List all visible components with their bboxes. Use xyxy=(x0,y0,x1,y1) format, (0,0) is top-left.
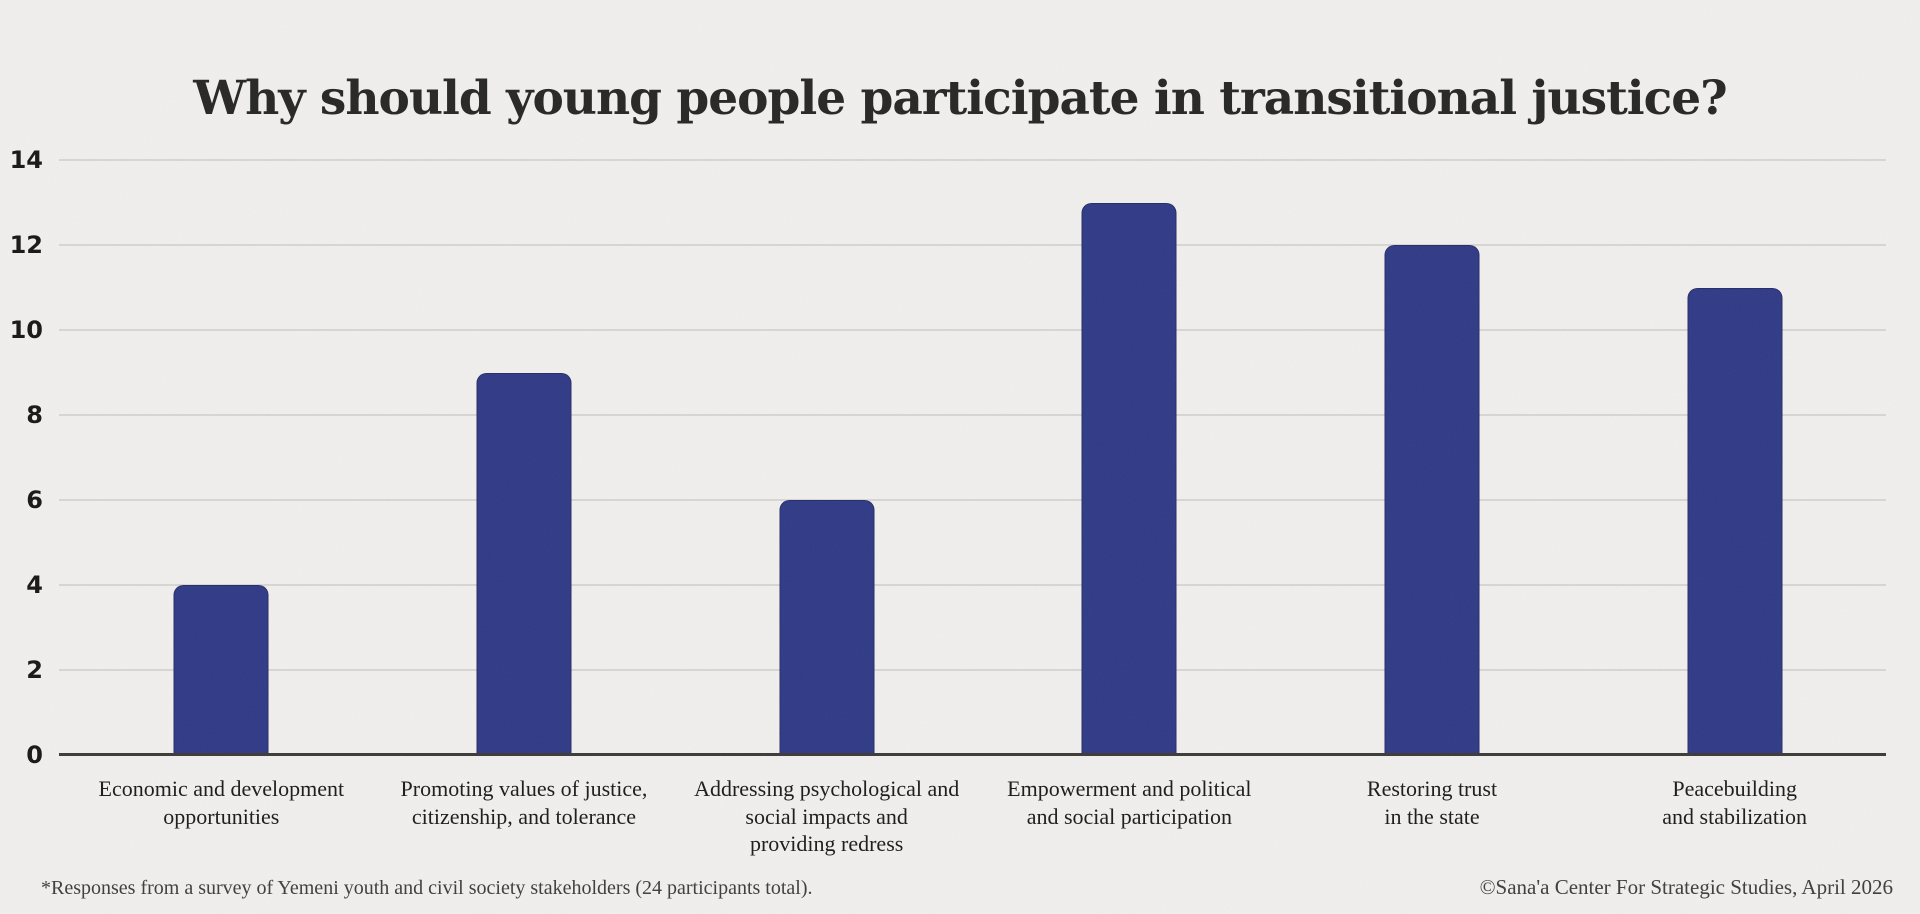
x-axis-line: 0 xyxy=(26,743,1886,767)
y-tick-label: 14 xyxy=(9,146,43,174)
category-label: Restoring trust in the state xyxy=(1366,776,1498,829)
y-tick-label: 10 xyxy=(9,316,43,344)
category-column: Restoring trust in the state xyxy=(1281,160,1584,829)
y-tick-label: 0 xyxy=(26,740,43,769)
bar xyxy=(779,500,875,755)
category-label: Addressing psychological and social impa… xyxy=(694,776,960,856)
category-label: Economic and development opportunities xyxy=(98,776,345,829)
category-column: Promoting values of justice, citizenship… xyxy=(373,160,676,829)
category-column: Peacebuilding and stabilization xyxy=(1583,160,1886,829)
bar xyxy=(1687,287,1783,755)
category-column: Economic and development opportunities xyxy=(70,160,373,829)
copyright: ©Sana'a Center For Strategic Studies, Ap… xyxy=(1479,875,1893,899)
category-label: Promoting values of justice, citizenship… xyxy=(400,776,648,829)
category-column: Empowerment and political and social par… xyxy=(978,160,1281,829)
plot-area: 0 2 4 6 8 10 12 14 Economic and development oppo… xyxy=(10,148,1886,856)
bar xyxy=(1384,245,1480,755)
category-column: Addressing psychological and social impa… xyxy=(675,160,978,856)
footer: *Responses from a survey of Yemeni youth… xyxy=(41,875,1893,900)
y-tick-label: 4 xyxy=(26,571,43,600)
bar xyxy=(173,585,269,755)
category-label: Empowerment and political and social par… xyxy=(1007,776,1252,829)
y-tick-label: 6 xyxy=(26,486,43,514)
category-label: Peacebuilding and stabilization xyxy=(1662,776,1808,829)
footnote: *Responses from a survey of Yemeni youth… xyxy=(41,877,813,899)
y-tick-label: 12 xyxy=(9,231,43,259)
bar xyxy=(476,372,572,755)
bar xyxy=(1081,202,1177,755)
y-tick-label: 8 xyxy=(26,401,43,430)
y-tick-label: 2 xyxy=(26,656,43,685)
chart-title: Why should young people participate in t… xyxy=(193,71,1727,127)
